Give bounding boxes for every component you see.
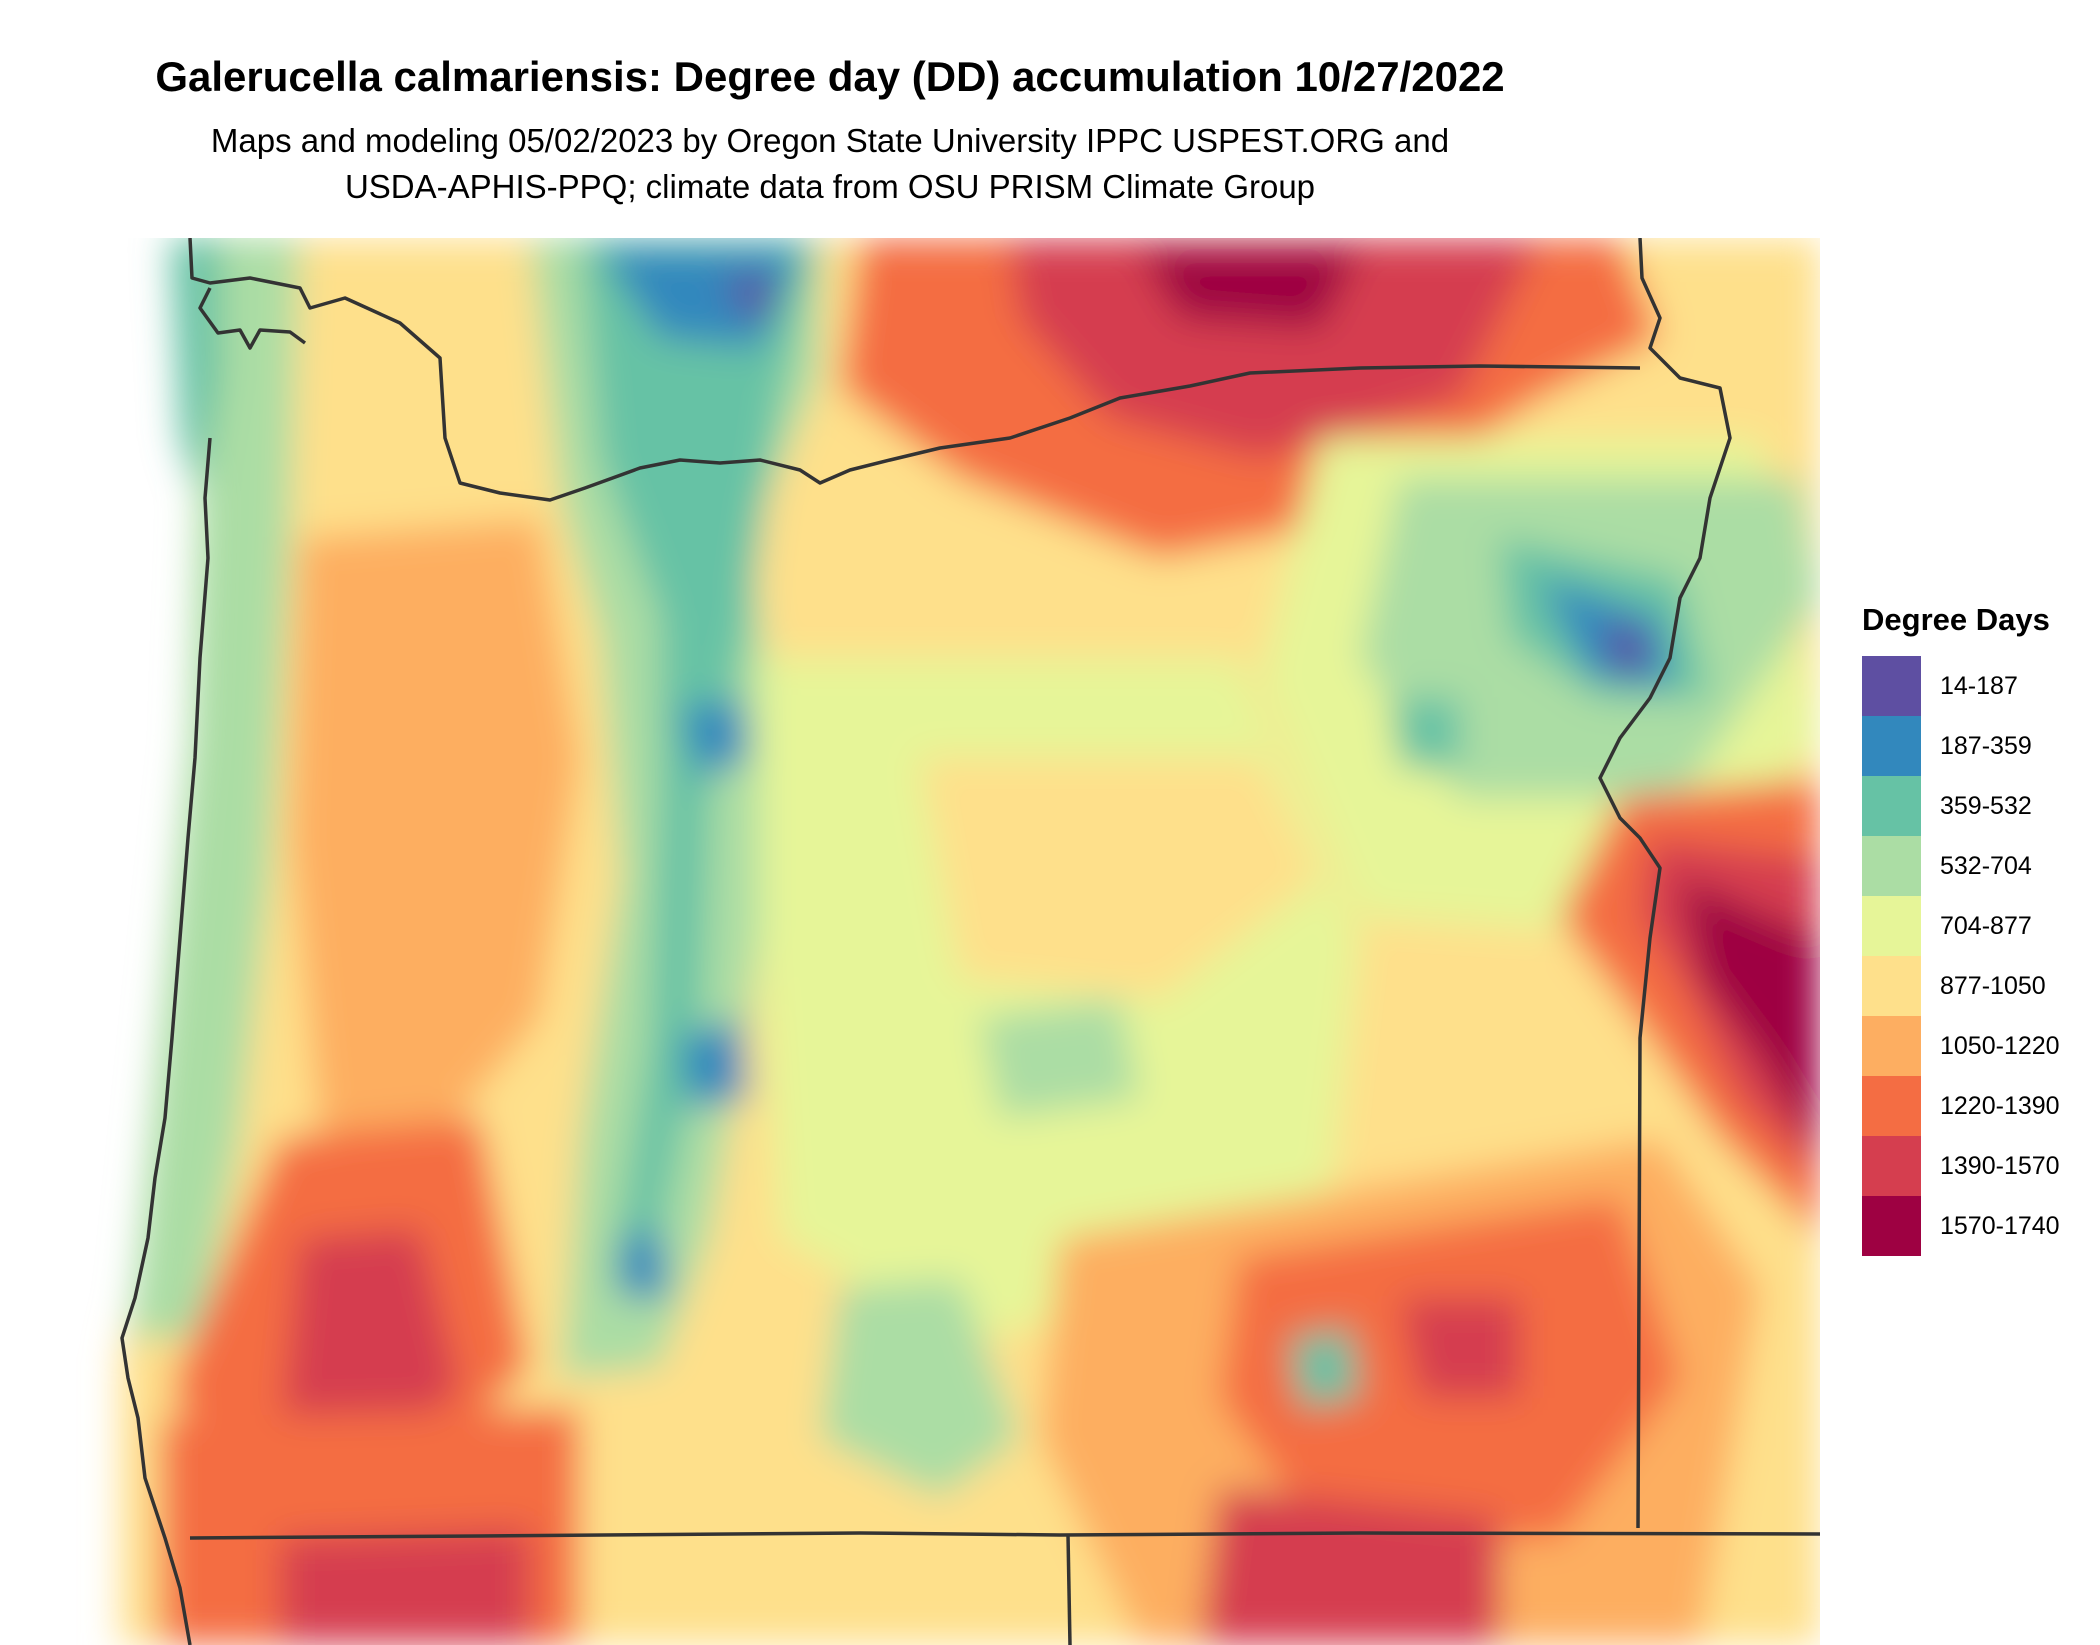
legend-label: 14-187 [1940,672,2018,700]
legend-title: Degree Days [1862,602,2050,637]
legend-item: 1570-1740 [1862,1196,2092,1256]
state-boundaries [120,238,1820,1645]
legend-swatch [1862,776,1921,836]
legend-label: 1570-1740 [1940,1212,2060,1240]
legend-label: 359-532 [1940,792,2032,820]
map-title: Galerucella calmariensis: Degree day (DD… [155,53,1505,100]
legend-swatch [1862,1016,1921,1076]
legend-label: 877-1050 [1940,972,2046,1000]
legend-swatch [1862,836,1921,896]
legend-item: 14-187 [1862,656,2092,716]
legend-swatch [1862,716,1921,776]
legend-item: 1050-1220 [1862,1016,2092,1076]
map-subtitle-line2: USDA-APHIS-PPQ; climate data from OSU PR… [344,168,1316,205]
legend-item: 1220-1390 [1862,1076,2092,1136]
legend-swatch [1862,1076,1921,1136]
legend-label: 187-359 [1940,732,2032,760]
degree-day-map [120,238,1820,1645]
legend-label: 532-704 [1940,852,2032,880]
legend-label: 1220-1390 [1940,1092,2060,1120]
legend-swatch [1862,1136,1921,1196]
oregon-california-border [189,1531,1820,1540]
raster-field [120,238,1820,1645]
legend-item: 877-1050 [1862,956,2092,1016]
legend-swatch [1862,956,1921,1016]
map-subtitle-line1: Maps and modeling 05/02/2023 by Oregon S… [210,122,1450,159]
legend-swatch [1862,1196,1921,1256]
legend-item: 704-877 [1862,896,2092,956]
oregon-coastline [120,437,212,1645]
snake-river-boundary [1598,238,1732,1529]
california-nevada-border [1066,1534,1072,1645]
legend-label: 1390-1570 [1940,1152,2060,1180]
legend-label: 1050-1220 [1940,1032,2060,1060]
legend-item: 187-359 [1862,716,2092,776]
legend-swatch [1862,896,1921,956]
legend-label: 704-877 [1940,912,2032,940]
legend-item: 1390-1570 [1862,1136,2092,1196]
legend-item: 532-704 [1862,836,2092,896]
columbia-river-boundary [188,238,1641,502]
washington-coast [198,287,307,350]
legend-item: 359-532 [1862,776,2092,836]
legend-swatch [1862,656,1921,716]
